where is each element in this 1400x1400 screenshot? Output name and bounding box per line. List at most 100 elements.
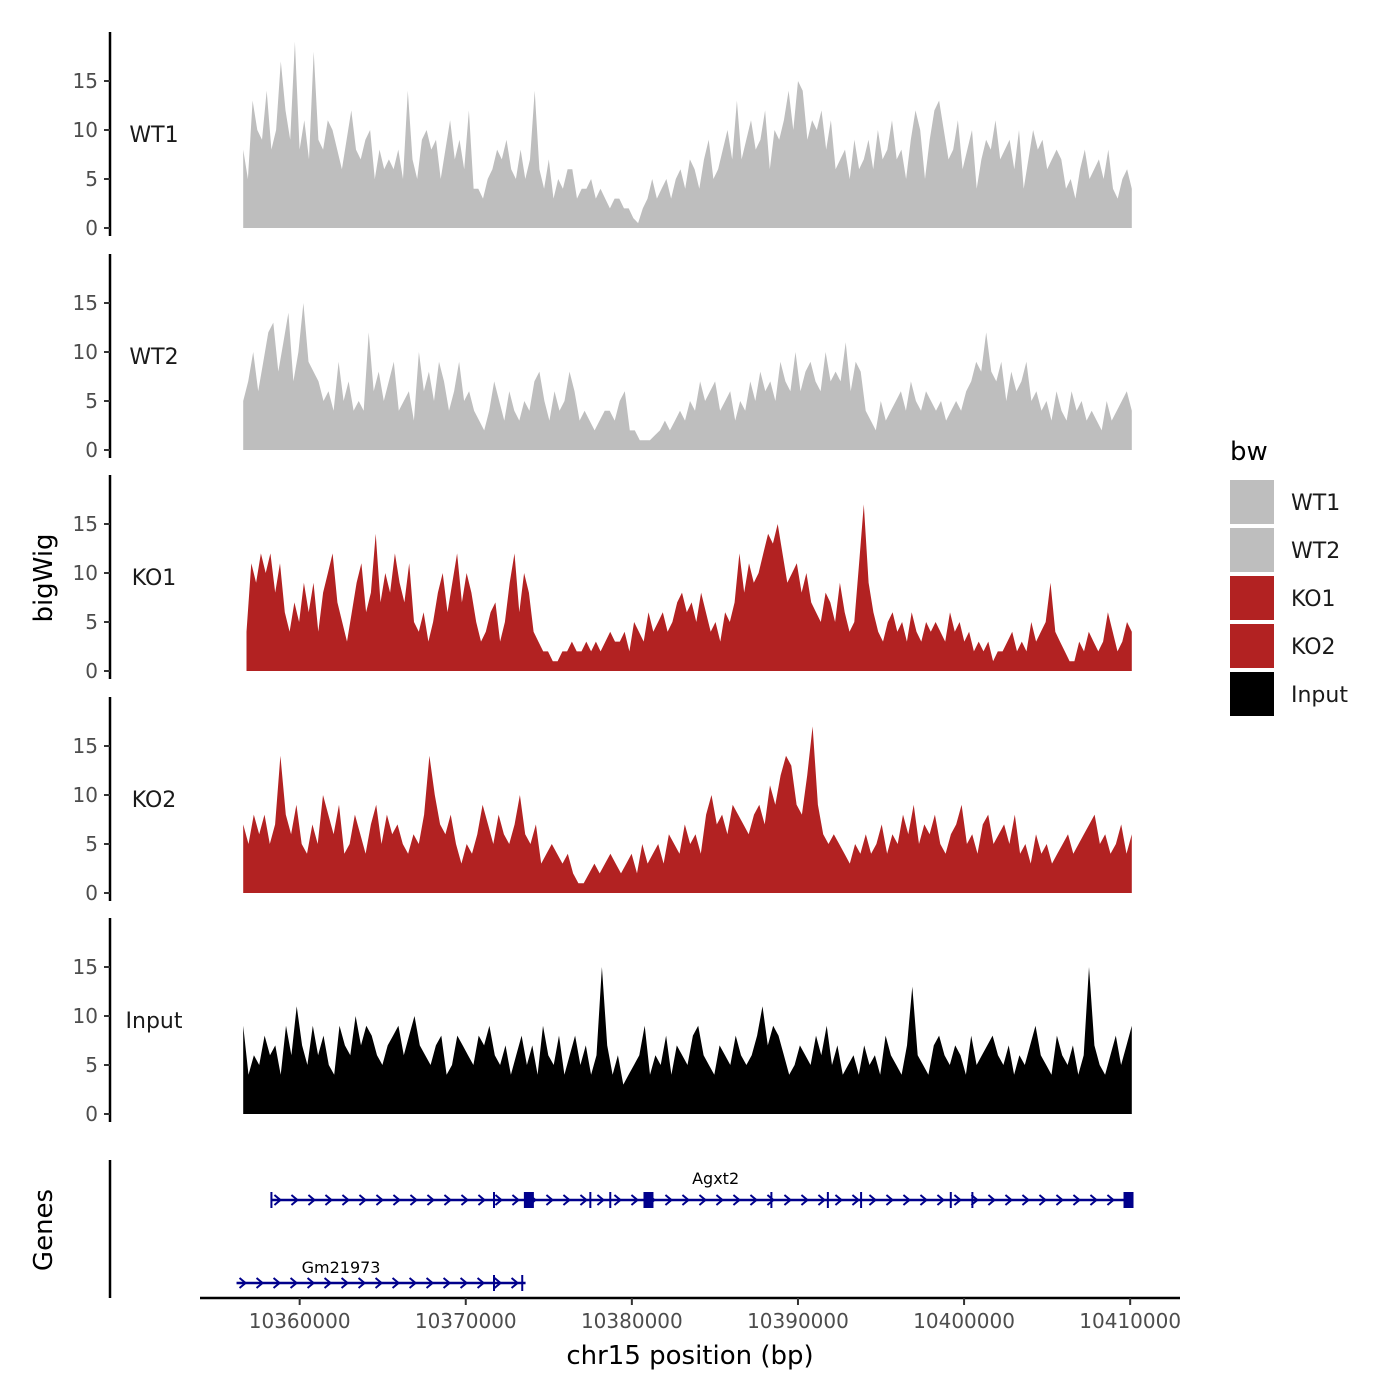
track-label-ko1: KO1 [132,566,177,591]
strand-arrow-gm21973 [459,1277,469,1289]
y-axis-title: bigWig [29,533,59,622]
y-tick-label-ko1-15: 15 [73,512,98,536]
strand-arrow-agxt2 [919,1194,928,1206]
strand-arrow-gm21973 [510,1277,520,1289]
y-tick-label-wt2-0: 0 [85,438,98,462]
track-input: 0 5 10 15 Input [73,918,1132,1126]
strand-arrow-agxt2 [358,1194,367,1206]
strand-arrow-agxt2 [834,1194,843,1206]
strand-arrow-agxt2 [783,1194,792,1206]
x-tick-label-10400000: 10400000 [913,1309,1015,1333]
legend-swatch-ko1 [1230,576,1274,620]
strand-arrow-agxt2 [307,1194,316,1206]
strand-arrow-agxt2 [1089,1194,1098,1206]
strand-arrow-gm21973 [340,1277,350,1289]
strand-arrow-agxt2 [290,1194,299,1206]
strand-arrow-agxt2 [494,1194,503,1206]
strand-arrow-gm21973 [425,1277,435,1289]
strand-arrow-agxt2 [613,1194,622,1206]
strand-arrow-agxt2 [664,1194,673,1206]
x-tick-label-10370000: 10370000 [415,1309,517,1333]
coverage-area-wt1 [243,41,1132,228]
y-tick-label-wt2-5: 5 [85,389,98,413]
strand-arrow-gm21973 [306,1277,316,1289]
gene-label-gm21973: Gm21973 [302,1258,381,1277]
strand-arrow-gm21973 [391,1277,401,1289]
strand-arrow-agxt2 [1106,1194,1115,1206]
legend-swatch-wt2 [1230,528,1274,572]
y-tick-label-wt2-15: 15 [73,291,98,315]
y-tick-label-ko1-10: 10 [73,561,98,585]
y-tick-label-ko2-10: 10 [73,783,98,807]
strand-arrow-agxt2 [953,1194,962,1206]
strand-arrow-agxt2 [1072,1194,1081,1206]
x-axis-title: chr15 position (bp) [566,1341,813,1371]
legend-label-ko1: KO1 [1291,587,1336,612]
legend-label-wt2: WT2 [1291,539,1340,564]
track-wt2: 0 5 10 15 WT2 [73,254,1132,462]
strand-arrow-agxt2 [851,1194,860,1206]
strand-arrow-agxt2 [545,1194,554,1206]
y-tick-label-input-10: 10 [73,1004,98,1028]
strand-arrow-agxt2 [681,1194,690,1206]
coverage-area-input [243,967,1132,1114]
strand-arrow-agxt2 [800,1194,809,1206]
coverage-area-wt2 [243,303,1132,450]
strand-arrow-agxt2 [596,1194,605,1206]
y-tick-label-wt1-5: 5 [85,167,98,191]
strand-arrow-gm21973 [323,1277,333,1289]
y-tick-label-ko2-15: 15 [73,734,98,758]
track-wt1: 0 5 10 15 WT1 [73,32,1132,240]
y-tick-label-ko1-0: 0 [85,659,98,683]
strand-arrow-agxt2 [902,1194,911,1206]
x-tick-label-10380000: 10380000 [581,1309,683,1333]
strand-arrow-agxt2 [766,1194,775,1206]
strand-arrow-gm21973 [357,1277,367,1289]
strand-arrow-agxt2 [732,1194,741,1206]
legend-label-input: Input [1291,683,1348,708]
strand-arrow-agxt2 [698,1194,707,1206]
legend-label-ko2: KO2 [1291,635,1336,660]
strand-arrow-agxt2 [1038,1194,1047,1206]
strand-arrow-agxt2 [1055,1194,1064,1206]
strand-arrow-agxt2 [1004,1194,1013,1206]
genes-panel: Agxt2 Gm21973 [108,1160,1134,1298]
exon-block-agxt2 [523,1192,534,1208]
strand-arrow-agxt2 [868,1194,877,1206]
track-label-input: Input [126,1009,183,1034]
legend: bw WT1 WT2 KO1 KO2 Input [1230,437,1348,716]
gene-gm21973: Gm21973 [236,1258,526,1291]
y-tick-label-wt1-0: 0 [85,216,98,240]
strand-arrow-agxt2 [273,1194,282,1206]
strand-arrow-agxt2 [443,1194,452,1206]
y-tick-label-input-15: 15 [73,955,98,979]
x-tick-label-10410000: 10410000 [1079,1309,1181,1333]
track-ko1: 0 5 10 15 KO1 [73,475,1132,683]
strand-arrow-gm21973 [408,1277,418,1289]
strand-arrow-gm21973 [238,1277,248,1289]
gene-label-agxt2: Agxt2 [692,1169,739,1188]
track-label-wt2: WT2 [129,345,178,370]
x-axis: 10360000 10370000 10380000 10390000 10400000… [200,1296,1181,1333]
x-tick-label-10390000: 10390000 [747,1309,849,1333]
x-tick-label-10360000: 10360000 [249,1309,351,1333]
strand-arrow-agxt2 [392,1194,401,1206]
coverage-area-ko2 [243,726,1132,893]
strand-arrow-gm21973 [255,1277,265,1289]
legend-swatch-ko2 [1230,624,1274,668]
strand-arrow-agxt2 [579,1194,588,1206]
strand-arrow-agxt2 [409,1194,418,1206]
strand-arrow-agxt2 [970,1194,979,1206]
strand-arrow-agxt2 [817,1194,826,1206]
exon-block-agxt2 [643,1192,654,1208]
strand-arrow-agxt2 [987,1194,996,1206]
coverage-tracks: 0 5 10 15 WT1 0 5 10 15 WT2 0 5 10 15 KO1 0 5 10 15 KO2 0 5 10… [73,32,1132,1126]
y-tick-label-input-0: 0 [85,1102,98,1126]
track-label-wt1: WT1 [129,123,178,148]
track-label-ko2: KO2 [132,788,177,813]
y-tick-label-input-5: 5 [85,1053,98,1077]
strand-arrow-agxt2 [936,1194,945,1206]
strand-arrow-gm21973 [289,1277,299,1289]
strand-arrow-agxt2 [324,1194,333,1206]
